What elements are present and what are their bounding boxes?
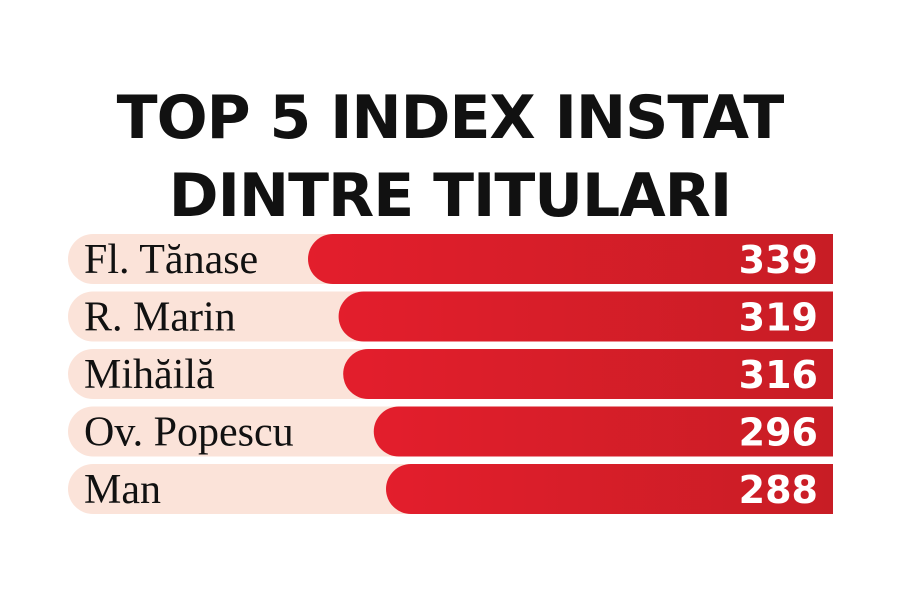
category-label: Mihăilă: [84, 352, 215, 398]
category-label: Man: [84, 467, 161, 513]
value-label: 296: [739, 411, 818, 455]
value-label: 319: [739, 296, 818, 340]
bar: [386, 464, 833, 514]
category-label: R. Marin: [84, 295, 236, 341]
bar: [338, 291, 833, 342]
category-label: Ov. Popescu: [84, 410, 294, 456]
value-label: 339: [739, 238, 818, 282]
chart-subtitle: DINTRE TITULARI: [168, 161, 732, 231]
value-label: 316: [739, 353, 818, 397]
value-label: 288: [739, 468, 818, 512]
bar: [373, 406, 833, 457]
bar: [343, 349, 833, 399]
bar: [308, 234, 833, 284]
chart-title: TOP 5 INDEX INSTAT: [116, 83, 785, 153]
category-label: Fl. Tănase: [84, 237, 258, 283]
